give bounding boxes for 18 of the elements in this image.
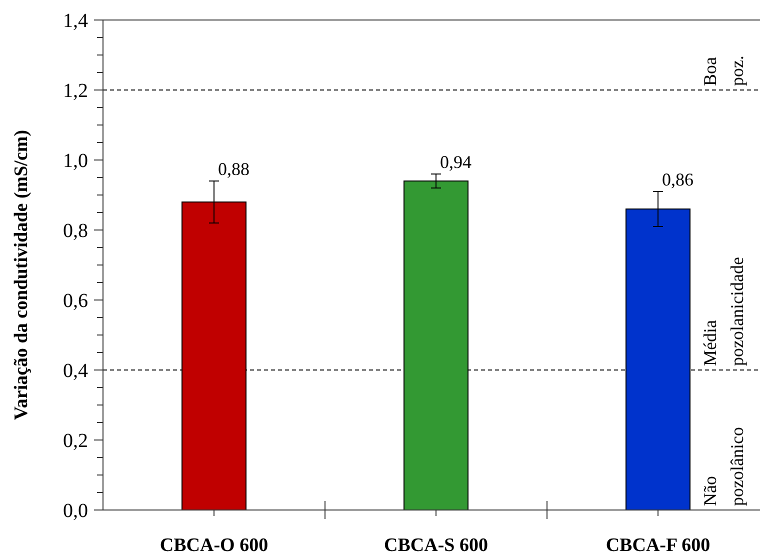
x-tick-label: CBCA-O 600 <box>160 535 268 555</box>
y-tick-label: 0,8 <box>63 220 88 242</box>
y-tick-label: 0,2 <box>63 430 88 452</box>
x-tick-label: CBCA-S 600 <box>384 535 488 555</box>
annotation: Boa poz. <box>700 56 747 86</box>
y-tick-label: 0,0 <box>63 500 88 522</box>
data-label: 0,88 <box>218 159 250 179</box>
annotation: Não pozolânico <box>700 427 747 506</box>
y-axis-title: Variação da condutividade (mS/cm) <box>11 130 32 420</box>
y-tick-label: 1,0 <box>63 150 88 172</box>
annotation: Média pozolanicidade <box>700 257 747 366</box>
data-label: 0,86 <box>662 170 694 190</box>
data-label: 0,94 <box>440 152 472 172</box>
y-tick-label: 1,4 <box>63 10 88 32</box>
y-tick-label: 0,6 <box>63 290 88 312</box>
y-tick-label: 1,2 <box>63 80 88 102</box>
x-tick-label: CBCA-F 600 <box>606 535 710 555</box>
y-tick-label: 0,4 <box>63 360 88 382</box>
